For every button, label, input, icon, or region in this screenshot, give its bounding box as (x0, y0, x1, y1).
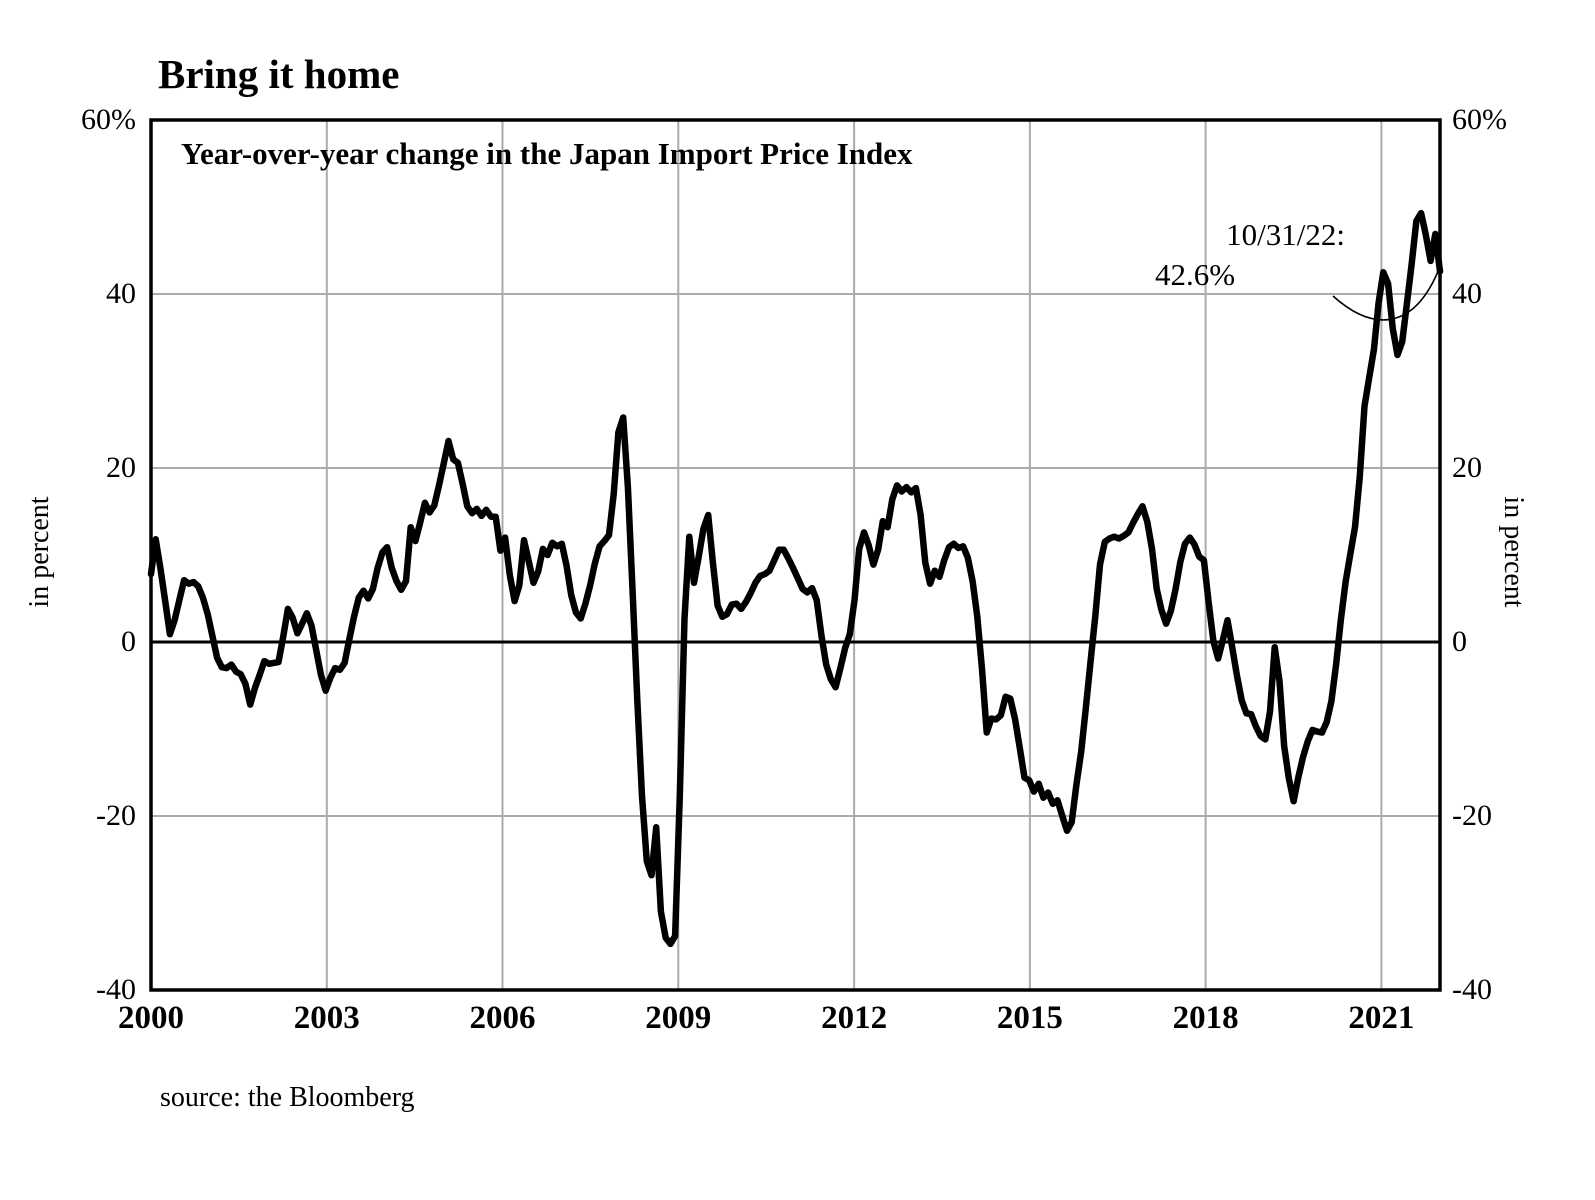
chart-title: Bring it home (158, 51, 400, 97)
y-axis-title-right: in percent (1498, 496, 1529, 608)
plot-frame (149, 118, 1442, 992)
y-tick-label-left--20: -20 (96, 799, 136, 832)
x-tick-label-2012: 2012 (821, 1000, 888, 1036)
annotation-value: 42.6% (1154, 257, 1236, 292)
line-chart (147, 118, 1444, 992)
y-tick-label-right-20: 20 (1452, 451, 1482, 484)
y-tick-label-left-40: 40 (106, 277, 136, 310)
x-tick-label-2003: 2003 (293, 1000, 360, 1036)
y-tick-label-right-60: 60% (1452, 103, 1507, 136)
y-tick-label-right--20: -20 (1452, 799, 1492, 832)
y-tick-label-right--40: -40 (1452, 973, 1492, 1006)
y-tick-label-left-0: 0 (121, 625, 136, 658)
y-tick-label-left-60: 60% (81, 103, 136, 136)
x-tick-label-2000: 2000 (118, 1000, 184, 1036)
data-line (147, 209, 1444, 948)
y-axis-title-left: in percent (24, 496, 55, 608)
x-tick-label-2018: 2018 (1172, 1000, 1239, 1036)
y-tick-label-right-0: 0 (1452, 625, 1467, 658)
y-tick-label-left-20: 20 (106, 451, 136, 484)
x-tick-label-2015: 2015 (996, 1000, 1063, 1036)
x-tick-label-2021: 2021 (1348, 1000, 1415, 1036)
annotation-arrow (1332, 271, 1439, 321)
annotation-date: 10/31/22: (1226, 217, 1345, 252)
y-tick-label-left--40: -40 (96, 973, 136, 1006)
x-tick-label-2006: 2006 (469, 1000, 536, 1036)
x-tick-label-2009: 2009 (645, 1000, 712, 1036)
last-point-annotation: 10/31/22: 42.6% (1045, 215, 1345, 295)
chart-subtitle: Year-over-year change in the Japan Impor… (181, 136, 913, 171)
plot-area (147, 118, 1444, 992)
y-tick-label-right-40: 40 (1452, 277, 1482, 310)
source-note: source: the Bloomberg (160, 1082, 415, 1113)
